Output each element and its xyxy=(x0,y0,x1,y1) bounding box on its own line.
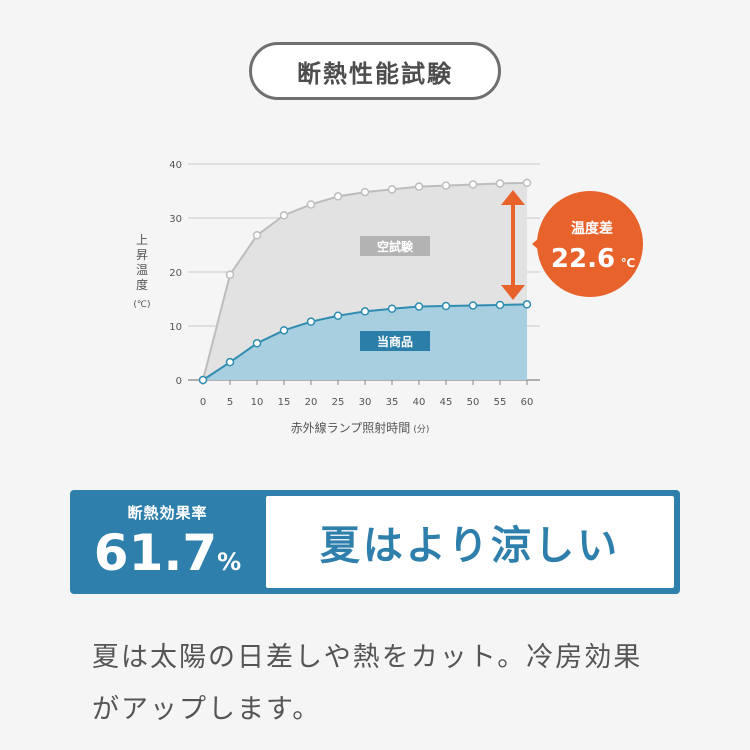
data-point xyxy=(360,307,370,316)
data-point xyxy=(306,200,316,209)
data-point xyxy=(495,179,505,188)
difference-label: 温度差 xyxy=(571,220,613,237)
description-line-2: がアップします。 xyxy=(92,694,322,725)
y-tick-label: 40 xyxy=(169,160,182,171)
x-tick-label: 20 xyxy=(305,397,318,408)
x-tick-label: 35 xyxy=(386,397,399,408)
data-point xyxy=(522,178,532,188)
efficiency-value: 61.7% xyxy=(70,524,265,582)
series-label-product: 当商品 xyxy=(377,334,413,349)
difference-arrow xyxy=(501,190,525,300)
difference-badge: 温度差 22.6 ℃ xyxy=(532,191,643,297)
data-point xyxy=(279,326,289,335)
efficiency-label: 断熱効果率 xyxy=(127,504,208,522)
y-axis-label: 上昇温度 xyxy=(136,233,148,292)
data-point xyxy=(441,181,451,190)
series-label-bg-product xyxy=(360,331,430,351)
y-axis-unit: (℃) xyxy=(133,300,150,310)
x-tick-label: 0 xyxy=(200,397,206,408)
y-tick-label: 30 xyxy=(169,214,182,225)
data-point xyxy=(252,231,262,240)
y-tick-label: 0 xyxy=(176,376,182,387)
data-point xyxy=(414,182,424,191)
data-point xyxy=(360,187,370,197)
efficiency-block: 断熱効果率 61.7% xyxy=(70,490,265,594)
insulation-banner: 断熱効果率 61.7% 夏はより涼しい xyxy=(70,490,680,594)
page-title: 断熱性能試験 xyxy=(249,42,501,100)
efficiency-unit: % xyxy=(217,548,242,576)
data-point xyxy=(198,375,208,385)
x-tick-labels: 0 5 10 15 20 25 30 35 40 45 50 55 60 xyxy=(200,397,534,408)
description-line-1: 夏は太陽の日差しや熱をカット。冷房効果 xyxy=(92,642,643,673)
x-axis-label: 赤外線ランプ照射時間 (分) xyxy=(291,420,430,435)
data-point xyxy=(441,301,451,311)
data-point xyxy=(468,301,478,310)
difference-value: 22.6 xyxy=(551,244,615,274)
data-point xyxy=(495,300,505,310)
difference-unit: ℃ xyxy=(621,256,636,270)
chart-points xyxy=(198,178,532,385)
series-label-blank: 空試験 xyxy=(377,239,414,254)
data-point xyxy=(279,211,289,220)
data-point xyxy=(414,302,424,311)
efficiency-number: 61.7 xyxy=(93,524,218,582)
x-tick-label: 40 xyxy=(413,397,426,408)
data-point xyxy=(306,317,316,326)
x-tick-label: 15 xyxy=(278,397,291,408)
x-tick-label: 10 xyxy=(251,397,264,408)
x-tick-label: 60 xyxy=(521,397,534,408)
banner-headline: 夏はより涼しい xyxy=(266,496,674,588)
x-tick-label: 50 xyxy=(467,397,480,408)
data-point xyxy=(225,270,235,279)
x-tick-label: 45 xyxy=(440,397,453,408)
data-point xyxy=(225,357,235,367)
data-point xyxy=(468,180,478,189)
x-tick-label: 55 xyxy=(494,397,507,408)
data-point xyxy=(387,185,397,194)
x-tick-label: 25 xyxy=(332,397,345,408)
data-point xyxy=(333,192,343,201)
series-label-bg-blank xyxy=(360,236,430,256)
x-tick-label: 5 xyxy=(227,397,233,408)
y-tick-label: 10 xyxy=(169,322,182,333)
x-tick-label: 30 xyxy=(359,397,372,408)
data-point xyxy=(387,304,397,313)
description: 夏は太陽の日差しや熱をカット。冷房効果 がアップします。 xyxy=(92,632,692,736)
y-tick-label: 20 xyxy=(169,268,182,279)
y-tick-labels: 0 10 20 30 40 xyxy=(169,160,182,387)
data-point xyxy=(522,300,532,309)
data-point xyxy=(252,339,262,348)
data-point xyxy=(333,311,343,320)
